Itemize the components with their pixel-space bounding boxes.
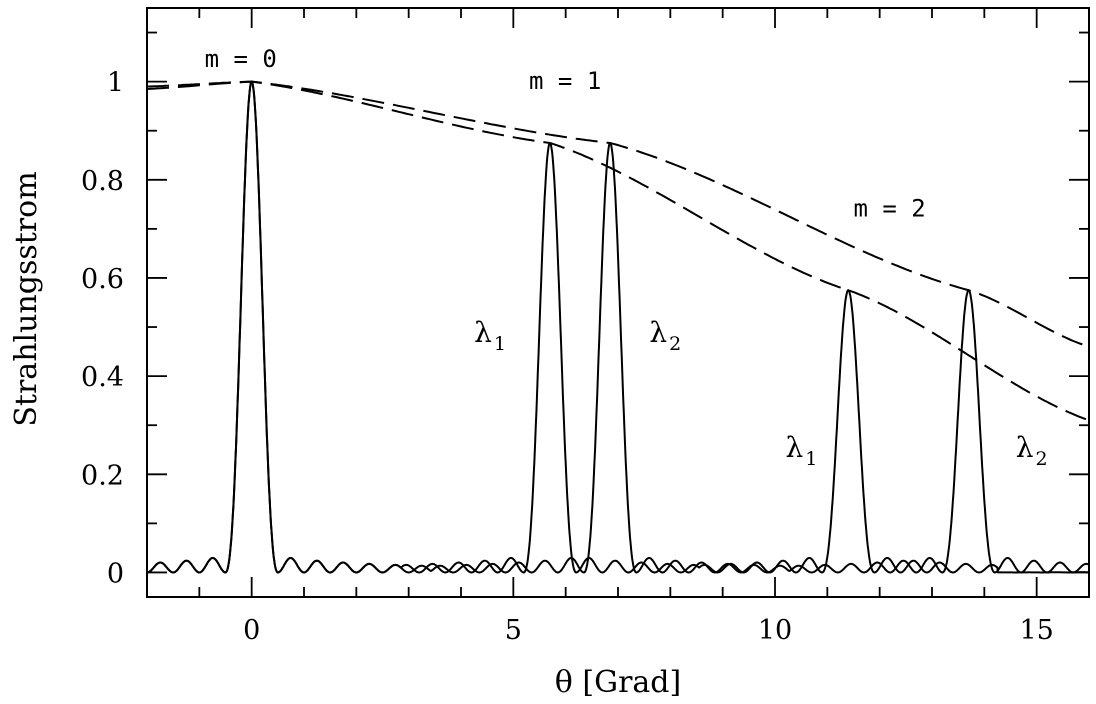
annotation-subscript: 1 xyxy=(805,448,817,470)
y-tick-label: 0 xyxy=(107,558,124,589)
y-tick-label: 0.2 xyxy=(81,460,124,491)
plot-border xyxy=(146,7,1090,598)
annotation-text: m = 0 xyxy=(205,45,277,73)
annotation-text: m = 1 xyxy=(529,67,601,95)
y-tick-label: 1 xyxy=(107,68,124,99)
envelope-line-3 xyxy=(147,80,1090,348)
axis-ticks xyxy=(146,8,1090,597)
x-tick-label: 5 xyxy=(505,615,522,646)
annotation-subscript: 2 xyxy=(1035,448,1047,470)
intensity-line-1 xyxy=(146,80,1090,574)
annotation-text: λ xyxy=(1016,431,1034,464)
y-tick-label: 0.8 xyxy=(81,166,124,197)
x-axis-title: θ [Grad] xyxy=(555,665,681,700)
series-layer xyxy=(146,80,1090,574)
annotation-text: λ xyxy=(474,316,492,349)
plot-frame xyxy=(146,7,1090,598)
y-tick-label: 0.4 xyxy=(81,362,124,393)
order-label: m = 2 xyxy=(854,195,926,223)
annotation-text: m = 2 xyxy=(854,195,926,223)
tick-labels: 0 5 10 15 0 0.2 0.4 0.6 0.8 1 xyxy=(81,68,1054,646)
annotation-layer: m = 0m = 1m = 2λ 1 λ 2λ 1 λ 2 xyxy=(205,45,1048,470)
order-label: m = 0 xyxy=(205,45,277,73)
envelope-line-2 xyxy=(146,80,1090,422)
order-label: m = 1 xyxy=(529,67,601,95)
annotation-subscript: 2 xyxy=(669,333,681,355)
y-axis-title: Strahlungsstrom xyxy=(9,171,44,426)
x-tick-label: 10 xyxy=(758,615,792,646)
intensity-line-0 xyxy=(146,80,1090,574)
annotation-text: λ xyxy=(785,431,803,464)
y-tick-label: 0.6 xyxy=(81,264,124,295)
x-tick-label: 0 xyxy=(243,615,260,646)
x-tick-label: 15 xyxy=(1019,615,1053,646)
annotation-text: λ xyxy=(649,316,667,349)
annotation-subscript: 1 xyxy=(494,333,506,355)
